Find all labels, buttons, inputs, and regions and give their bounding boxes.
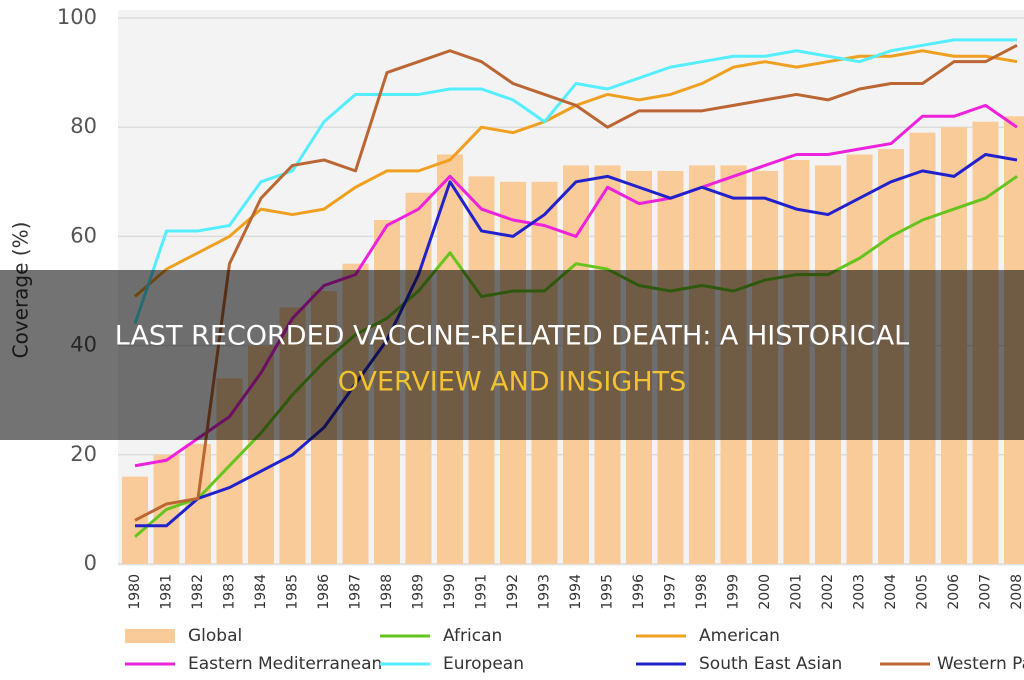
legend-label: Eastern Mediterranean xyxy=(188,654,382,674)
line xyxy=(135,153,1018,528)
legend-label: European xyxy=(443,654,524,674)
y-tick-label: 20 xyxy=(70,442,97,466)
x-tick-label: 2000 xyxy=(757,574,773,610)
x-tick-label: 2005 xyxy=(915,574,931,610)
x-tick-label: 1982 xyxy=(190,574,206,610)
legend-label: African xyxy=(443,626,502,646)
legend-swatch xyxy=(125,629,175,643)
x-tick-label: 1983 xyxy=(222,574,238,610)
y-tick-label: 80 xyxy=(70,114,97,138)
x-tick-label: 1992 xyxy=(505,574,521,610)
x-tick-label: 1991 xyxy=(474,574,490,610)
x-tick-label: 2001 xyxy=(789,574,805,610)
x-tick-label: 1998 xyxy=(694,574,710,610)
x-tick-label: 1986 xyxy=(316,574,332,610)
bar xyxy=(185,443,211,564)
legend-label: South East Asian xyxy=(699,654,842,674)
x-tick-label: 1996 xyxy=(631,574,647,610)
x-tick-label: 1995 xyxy=(600,574,616,610)
x-tick-label: 1989 xyxy=(411,574,427,610)
banner-bg xyxy=(0,270,1024,440)
banner-line: LAST RECORDED VACCINE-RELATED DEATH: A H… xyxy=(115,321,909,352)
x-tick-label: 1987 xyxy=(348,574,364,610)
x-tick-label: 1997 xyxy=(663,574,679,610)
x-tick-label: 2007 xyxy=(978,574,994,610)
x-tick-label: 1993 xyxy=(537,574,553,610)
x-tick-label: 2006 xyxy=(946,574,962,610)
y-tick-label: 100 xyxy=(57,5,97,29)
x-tick-label: 2008 xyxy=(1009,574,1024,610)
banner-line: OVERVIEW AND INSIGHTS xyxy=(338,367,687,398)
x-tick-label: 2002 xyxy=(820,574,836,610)
y-tick-label: 0 xyxy=(84,551,97,575)
x-tick-label: 1994 xyxy=(568,574,584,610)
x-tick-label: 1980 xyxy=(127,574,143,610)
x-tick-label: 1990 xyxy=(442,574,458,610)
x-tick-label: 1985 xyxy=(285,574,301,610)
y-tick-label: 60 xyxy=(70,223,97,247)
x-tick-label: 1988 xyxy=(379,574,395,610)
legend-label: American xyxy=(699,626,780,646)
x-tick-label: 1981 xyxy=(159,574,175,610)
legend-label: Global xyxy=(188,626,242,646)
x-tick-label: 1999 xyxy=(726,574,742,610)
x-tick-label: 2004 xyxy=(883,574,899,610)
legend-label: Western Pac xyxy=(937,654,1024,674)
x-tick-label: 2003 xyxy=(852,574,868,610)
x-tick-label: 1984 xyxy=(253,574,269,610)
line xyxy=(134,43,1018,522)
